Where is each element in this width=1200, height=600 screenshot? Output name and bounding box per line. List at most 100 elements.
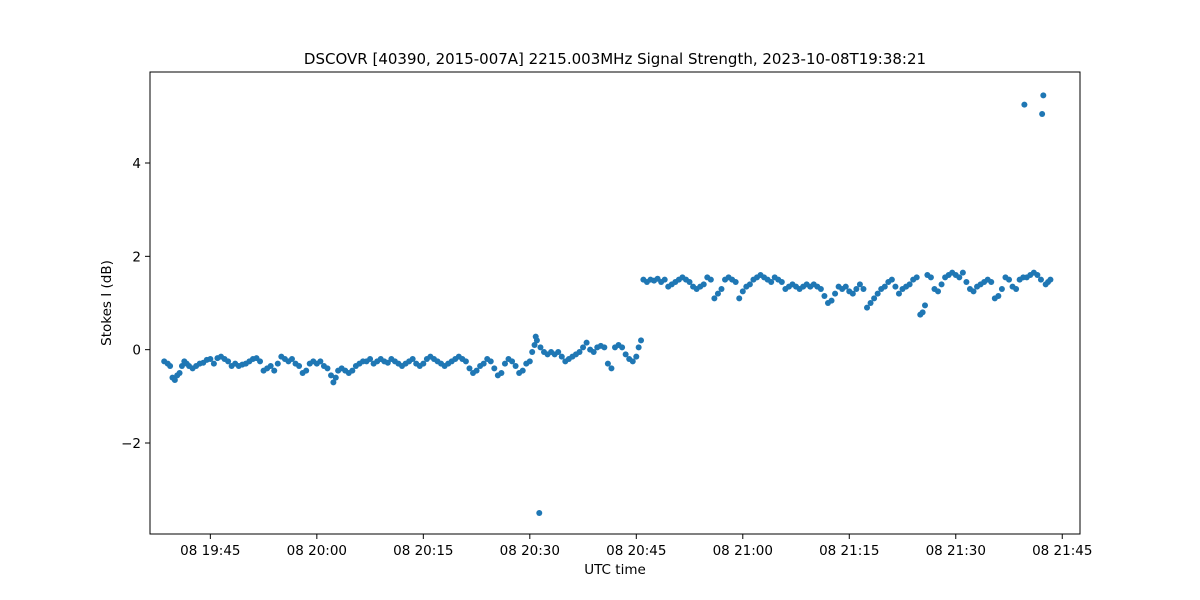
x-tick-label: 08 20:30 (500, 543, 560, 559)
data-point (210, 360, 217, 367)
data-point (867, 300, 874, 306)
data-point (913, 274, 920, 281)
data-point (956, 274, 963, 281)
data-point (420, 360, 427, 367)
data-point (895, 290, 902, 297)
data-point (296, 363, 303, 369)
data-point (700, 281, 707, 288)
data-point (935, 288, 942, 295)
x-tick-label: 08 20:15 (393, 543, 453, 559)
data-point (970, 288, 977, 295)
data-point (732, 279, 739, 285)
data-point (1039, 111, 1046, 117)
data-point (832, 290, 839, 297)
data-point (473, 367, 480, 374)
data-point (638, 337, 645, 344)
data-point (487, 358, 494, 365)
data-point (349, 367, 356, 374)
data-point (608, 365, 615, 372)
x-tick-label: 08 19:45 (180, 543, 240, 559)
data-point (384, 359, 391, 366)
y-axis-title: Stokes I (dB) (99, 260, 115, 346)
data-point (959, 269, 966, 276)
plot-frame (149, 71, 1081, 535)
y-tick-label: 4 (132, 156, 141, 172)
data-point (176, 370, 183, 376)
data-point (498, 370, 505, 376)
data-point (881, 283, 888, 290)
data-point (856, 281, 863, 288)
data-point (480, 360, 487, 367)
data-point (555, 349, 562, 355)
data-point (536, 510, 543, 516)
data-point (531, 342, 538, 348)
data-point (1047, 276, 1054, 283)
data-point (526, 358, 533, 365)
data-point (995, 293, 1002, 299)
x-tick-label: 08 20:45 (606, 543, 666, 559)
data-point (853, 286, 860, 292)
data-point (257, 358, 264, 365)
data-point (633, 353, 640, 360)
data-point (225, 358, 232, 365)
data-point (462, 358, 469, 365)
data-point (558, 353, 565, 360)
data-points (161, 92, 1054, 516)
data-point (271, 367, 278, 374)
data-point (736, 295, 743, 302)
data-point (519, 367, 526, 374)
data-point (178, 363, 185, 369)
data-point (1013, 286, 1020, 292)
data-point (817, 286, 824, 292)
data-point (629, 358, 636, 365)
data-point (324, 365, 331, 372)
data-point (491, 365, 498, 372)
data-point (635, 344, 642, 351)
data-point (1037, 276, 1044, 283)
data-point (167, 363, 174, 369)
data-point (409, 356, 416, 362)
data-point (919, 309, 926, 316)
x-tick-label: 08 20:00 (287, 543, 347, 559)
data-point (1040, 92, 1047, 99)
data-point (604, 360, 611, 367)
y-tick-label: −2 (121, 436, 141, 452)
data-point (828, 297, 835, 304)
data-point (906, 281, 913, 288)
data-point (661, 276, 668, 283)
data-point (619, 344, 626, 351)
data-point (892, 283, 899, 290)
data-point (576, 349, 583, 355)
data-point (938, 281, 945, 288)
data-point (1006, 276, 1013, 283)
x-axis-title: UTC time (584, 562, 646, 578)
data-point (583, 339, 590, 346)
data-point (303, 367, 310, 374)
data-point (860, 286, 867, 292)
data-point (768, 279, 775, 285)
data-point (332, 374, 339, 381)
data-point (267, 363, 274, 369)
data-point (864, 304, 871, 311)
data-point (1021, 101, 1028, 108)
data-point (328, 372, 335, 379)
x-axis-ticks: 08 19:45 08 20:00 08 20:15 08 20:30 08 20:45… (180, 534, 1092, 559)
data-point (367, 356, 374, 362)
data-point (849, 290, 856, 297)
data-point (622, 351, 629, 358)
data-point (842, 283, 849, 290)
data-point (529, 349, 536, 355)
data-point (466, 365, 473, 372)
data-point (317, 358, 324, 365)
data-point (330, 379, 337, 386)
x-tick-label: 08 21:15 (819, 543, 879, 559)
data-point (778, 279, 785, 285)
y-tick-label: 2 (132, 249, 141, 265)
data-point (922, 302, 928, 309)
data-point (874, 290, 881, 297)
data-point (821, 293, 828, 299)
chart-title: DSCOVR [40390, 2015-007A] 2215.003MHz Si… (304, 50, 926, 68)
data-point (718, 286, 725, 292)
data-point (1034, 272, 1041, 278)
